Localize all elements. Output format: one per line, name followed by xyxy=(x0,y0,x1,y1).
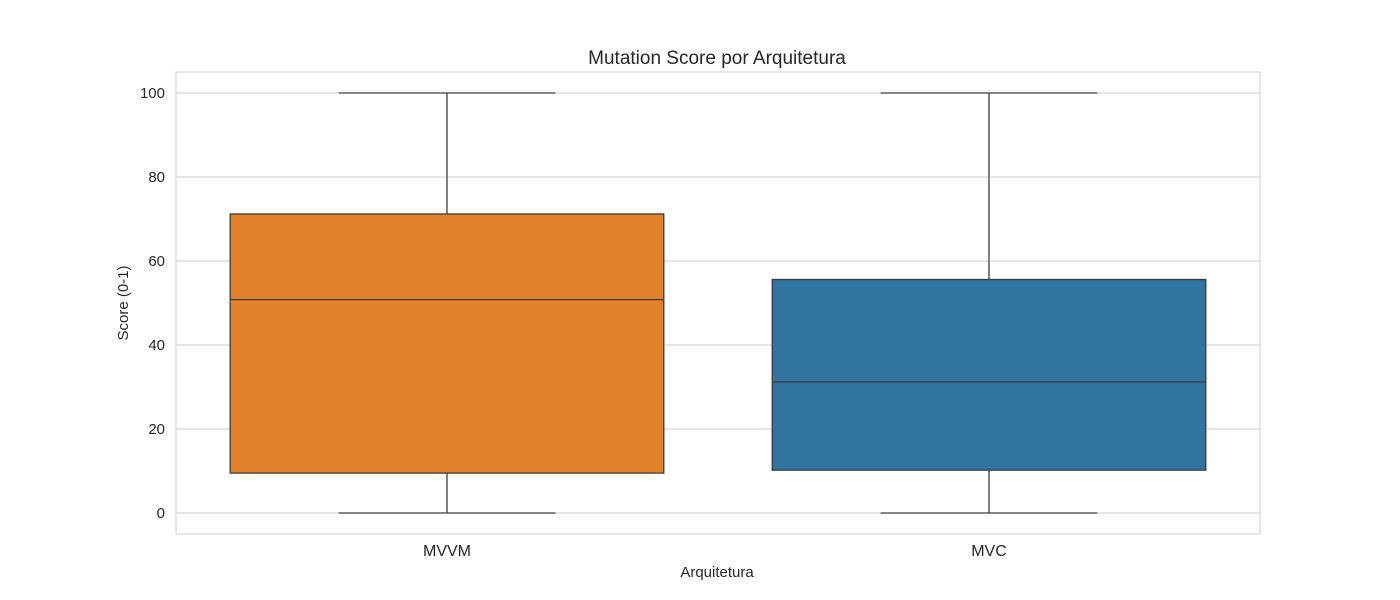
chart-title: Mutation Score por Arquitetura xyxy=(588,48,846,69)
y-tick-label: 40 xyxy=(148,337,165,354)
x-category-labels: MVVM MVC xyxy=(423,543,1007,560)
box-mvc xyxy=(771,92,1207,514)
y-tick-labels: 0 20 40 60 80 100 xyxy=(140,85,165,522)
iqr-box xyxy=(771,278,1207,471)
y-axis-label: Score (0-1) xyxy=(115,265,132,340)
y-tick-label: 60 xyxy=(148,253,165,270)
y-tick-label: 100 xyxy=(140,85,165,102)
y-tick-label: 0 xyxy=(157,505,165,522)
x-category-label: MVC xyxy=(971,543,1007,560)
x-category-label: MVVM xyxy=(423,543,471,560)
y-tick-label: 80 xyxy=(148,169,165,186)
plot-area-frame xyxy=(175,71,1261,535)
boxes xyxy=(229,92,1207,514)
x-axis-label: Arquitetura xyxy=(680,564,754,581)
y-tick-label: 20 xyxy=(148,421,165,438)
iqr-box xyxy=(229,213,665,474)
box-mvvm xyxy=(229,92,665,514)
